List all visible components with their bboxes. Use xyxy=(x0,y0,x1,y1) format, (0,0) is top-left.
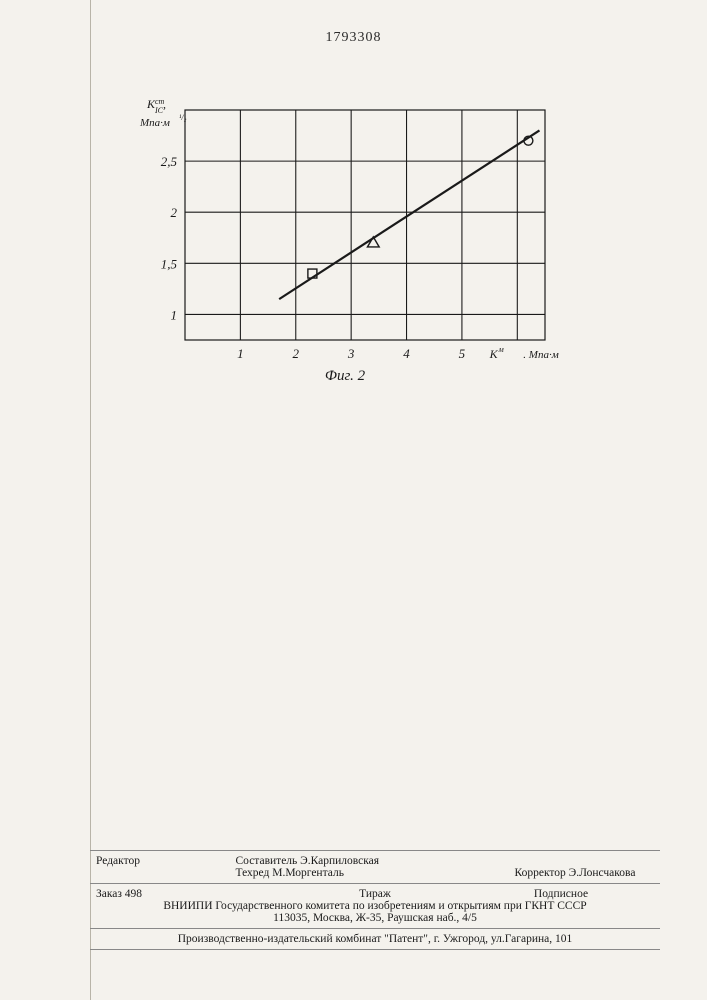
order-number: Заказ 498 xyxy=(96,888,282,900)
svg-text:1: 1 xyxy=(237,346,244,361)
svg-text:2: 2 xyxy=(293,346,300,361)
compiler: Составитель Э.Карпиловская xyxy=(236,855,380,867)
org-line-3: Производственно-издательский комбинат "П… xyxy=(90,928,660,950)
techred: Техред М.Моргенталь xyxy=(236,867,344,879)
org-line-1: ВНИИПИ Государственного комитета по изоб… xyxy=(96,900,654,912)
svg-text:2,5: 2,5 xyxy=(161,154,178,169)
svg-text:4: 4 xyxy=(403,346,410,361)
svg-text:,: , xyxy=(163,97,166,111)
svg-text:5: 5 xyxy=(459,346,466,361)
svg-text:м: м xyxy=(498,345,504,354)
editor-label: Редактор xyxy=(96,855,236,879)
svg-text:¹/₂: ¹/₂ xyxy=(179,113,187,122)
svg-text:. Мпа·м: . Мпа·м xyxy=(523,349,558,361)
svg-text:K: K xyxy=(489,347,499,361)
svg-text:1: 1 xyxy=(171,307,178,322)
subscription-label: Подписное xyxy=(468,888,654,900)
imprint-footer: Редактор Составитель Э.Карпиловская Техр… xyxy=(90,850,660,950)
svg-text:3: 3 xyxy=(347,346,355,361)
chart-svg: 1234511,522,5KстIC,Мпа·м¹/₂Kм. Мпа·м¹/₂Ф… xyxy=(130,90,570,410)
svg-text:1,5: 1,5 xyxy=(161,256,178,271)
svg-text:Фиг. 2: Фиг. 2 xyxy=(325,368,366,384)
svg-text:Мпа·м: Мпа·м xyxy=(139,117,170,129)
svg-text:2: 2 xyxy=(171,205,178,220)
figure-2-chart: 1234511,522,5KстIC,Мпа·м¹/₂Kм. Мпа·м¹/₂Ф… xyxy=(130,90,570,390)
corrector: Корректор Э.Лонсчакова xyxy=(515,867,655,879)
document-number: 1793308 xyxy=(0,30,707,46)
tirazh-label: Тираж xyxy=(282,888,468,900)
org-line-2: 113035, Москва, Ж-35, Раушская наб., 4/5 xyxy=(96,912,654,924)
